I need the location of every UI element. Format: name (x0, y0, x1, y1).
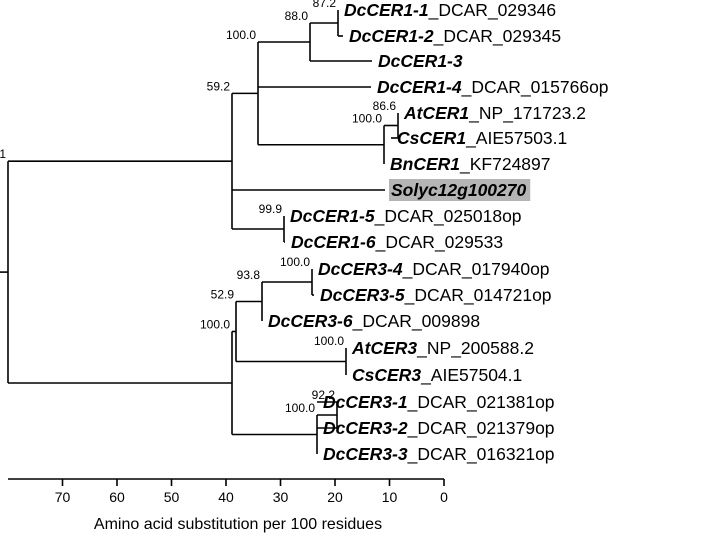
x-tick-label: 50 (164, 489, 180, 505)
bootstrap-value: 88.0 (285, 9, 309, 23)
leaf-label: DcCER1-2_DCAR_029345 (349, 26, 561, 47)
leaf-label: Solyc12g100270 (391, 180, 527, 200)
leaf-accession: _AIE57504.1 (420, 365, 522, 386)
leaf-accession: _AIE57503.1 (465, 128, 567, 149)
bootstrap-labels: 87.288.086.6100.0100.099.959.2100.093.81… (0, 0, 396, 415)
leaf-label: DcCER3-2_DCAR_021379op (323, 418, 555, 439)
leaf-gene-name: DcCER1-4 (377, 77, 462, 97)
leaf-accession: _DCAR_021379op (407, 418, 555, 439)
leaf-labels: DcCER1-1_DCAR_029346 DcCER1-2_DCAR_029345… (268, 0, 609, 465)
bootstrap-value: 100.0 (226, 28, 256, 42)
leaf-gene-name: CsCER1 (397, 128, 466, 148)
leaf-accession: _NP_171723.2 (468, 103, 586, 124)
bootstrap-value: 92.2 (312, 388, 336, 402)
x-tick-label: 30 (273, 489, 289, 505)
leaf-label: DcCER1-1_DCAR_029346 (344, 0, 556, 21)
bootstrap-value: 59.2 (207, 79, 231, 93)
leaf-label: DcCER1-4_DCAR_015766op (377, 77, 609, 98)
bootstrap-value: 100.0 (352, 112, 382, 126)
leaf-accession: _DCAR_021381op (407, 392, 555, 413)
leaf-gene-name: DcCER1-6 (291, 232, 376, 252)
x-axis: 70 60 50 40 30 20 10 0 Amino acid substitution … (8, 478, 448, 533)
leaf-label: DcCER1-3 (378, 51, 463, 71)
leaf-accession: _DCAR_017940op (402, 259, 550, 280)
bootstrap-value: 93.8 (237, 268, 261, 282)
bootstrap-value: 52.9 (211, 288, 235, 302)
leaf-gene-name: DcCER3-3 (323, 444, 408, 464)
leaf-accession: _DCAR_016321op (407, 444, 555, 465)
x-tick-label: 70 (55, 489, 71, 505)
bootstrap-value: 100.0 (314, 334, 344, 348)
leaf-label: CsCER1_AIE57503.1 (397, 128, 567, 149)
leaf-label: DcCER3-3_DCAR_016321op (323, 444, 555, 465)
bootstrap-value: 86.6 (373, 99, 397, 113)
leaf-gene-name: DcCER1-5 (290, 206, 375, 226)
leaf-gene-name: DcCER3-5 (320, 285, 405, 305)
leaf-accession: _NP_200588.2 (416, 338, 534, 359)
leaf-accession: _DCAR_025018op (374, 206, 522, 227)
leaf-label: CsCER3_AIE57504.1 (352, 365, 522, 386)
bootstrap-value: 99.9 (259, 202, 283, 216)
leaf-gene-name: AtCER3 (351, 338, 417, 358)
x-tick-label: 60 (109, 489, 125, 505)
leaf-label: DcCER1-6_DCAR_029533 (291, 232, 503, 253)
bootstrap-value: 87.2 (313, 0, 337, 10)
leaf-gene-name: AtCER1 (403, 103, 469, 123)
leaf-gene-name: DcCER1-1 (344, 0, 429, 20)
leaf-label: DcCER3-6_DCAR_009898 (268, 311, 480, 332)
x-axis-title: Amino acid substitution per 100 residues (94, 516, 382, 533)
leaf-gene-name: CsCER3 (352, 365, 421, 385)
leaf-label: DcCER3-1_DCAR_021381op (323, 392, 555, 413)
leaf-label: BnCER1_KF724897 (390, 154, 551, 175)
bootstrap-value: 100.0 (285, 401, 315, 415)
leaf-gene-name: DcCER3-1 (323, 392, 408, 412)
tree-branches (0, 10, 399, 454)
x-axis-ticks: 70 60 50 40 30 20 10 0 (55, 479, 448, 505)
leaf-label: AtCER3_NP_200588.2 (351, 338, 534, 359)
leaf-label: DcCER3-4_DCAR_017940op (318, 259, 550, 280)
leaf-accession: _DCAR_015766op (461, 77, 609, 98)
leaf-gene-name: DcCER1-3 (378, 51, 463, 71)
leaf-accession: _DCAR_029346 (428, 0, 556, 21)
leaf-accession: _DCAR_014721op (404, 285, 552, 306)
leaf-gene-name: Solyc12g100270 (391, 180, 527, 200)
leaf-accession: _DCAR_029533 (375, 232, 503, 253)
bootstrap-value: 100.0 (280, 255, 310, 269)
x-tick-label: 20 (327, 489, 343, 505)
x-tick-label: 40 (218, 489, 234, 505)
leaf-gene-name: BnCER1 (390, 154, 460, 174)
bootstrap-value: 54.1 (0, 147, 6, 161)
bootstrap-value: 100.0 (200, 318, 230, 332)
leaf-gene-name: DcCER3-6 (268, 311, 353, 331)
leaf-label: DcCER1-5_DCAR_025018op (290, 206, 522, 227)
leaf-label: AtCER1_NP_171723.2 (403, 103, 586, 124)
leaf-gene-name: DcCER1-2 (349, 26, 434, 46)
leaf-accession: _DCAR_029345 (433, 26, 561, 47)
leaf-label: DcCER3-5_DCAR_014721op (320, 285, 552, 306)
leaf-gene-name: DcCER3-2 (323, 418, 408, 438)
highlight-box (389, 179, 531, 201)
leaf-gene-name: DcCER3-4 (318, 259, 403, 279)
x-tick-label: 10 (382, 489, 398, 505)
x-tick-label: 0 (440, 489, 448, 505)
leaf-accession: _KF724897 (459, 154, 551, 175)
leaf-accession: _DCAR_009898 (352, 311, 480, 332)
